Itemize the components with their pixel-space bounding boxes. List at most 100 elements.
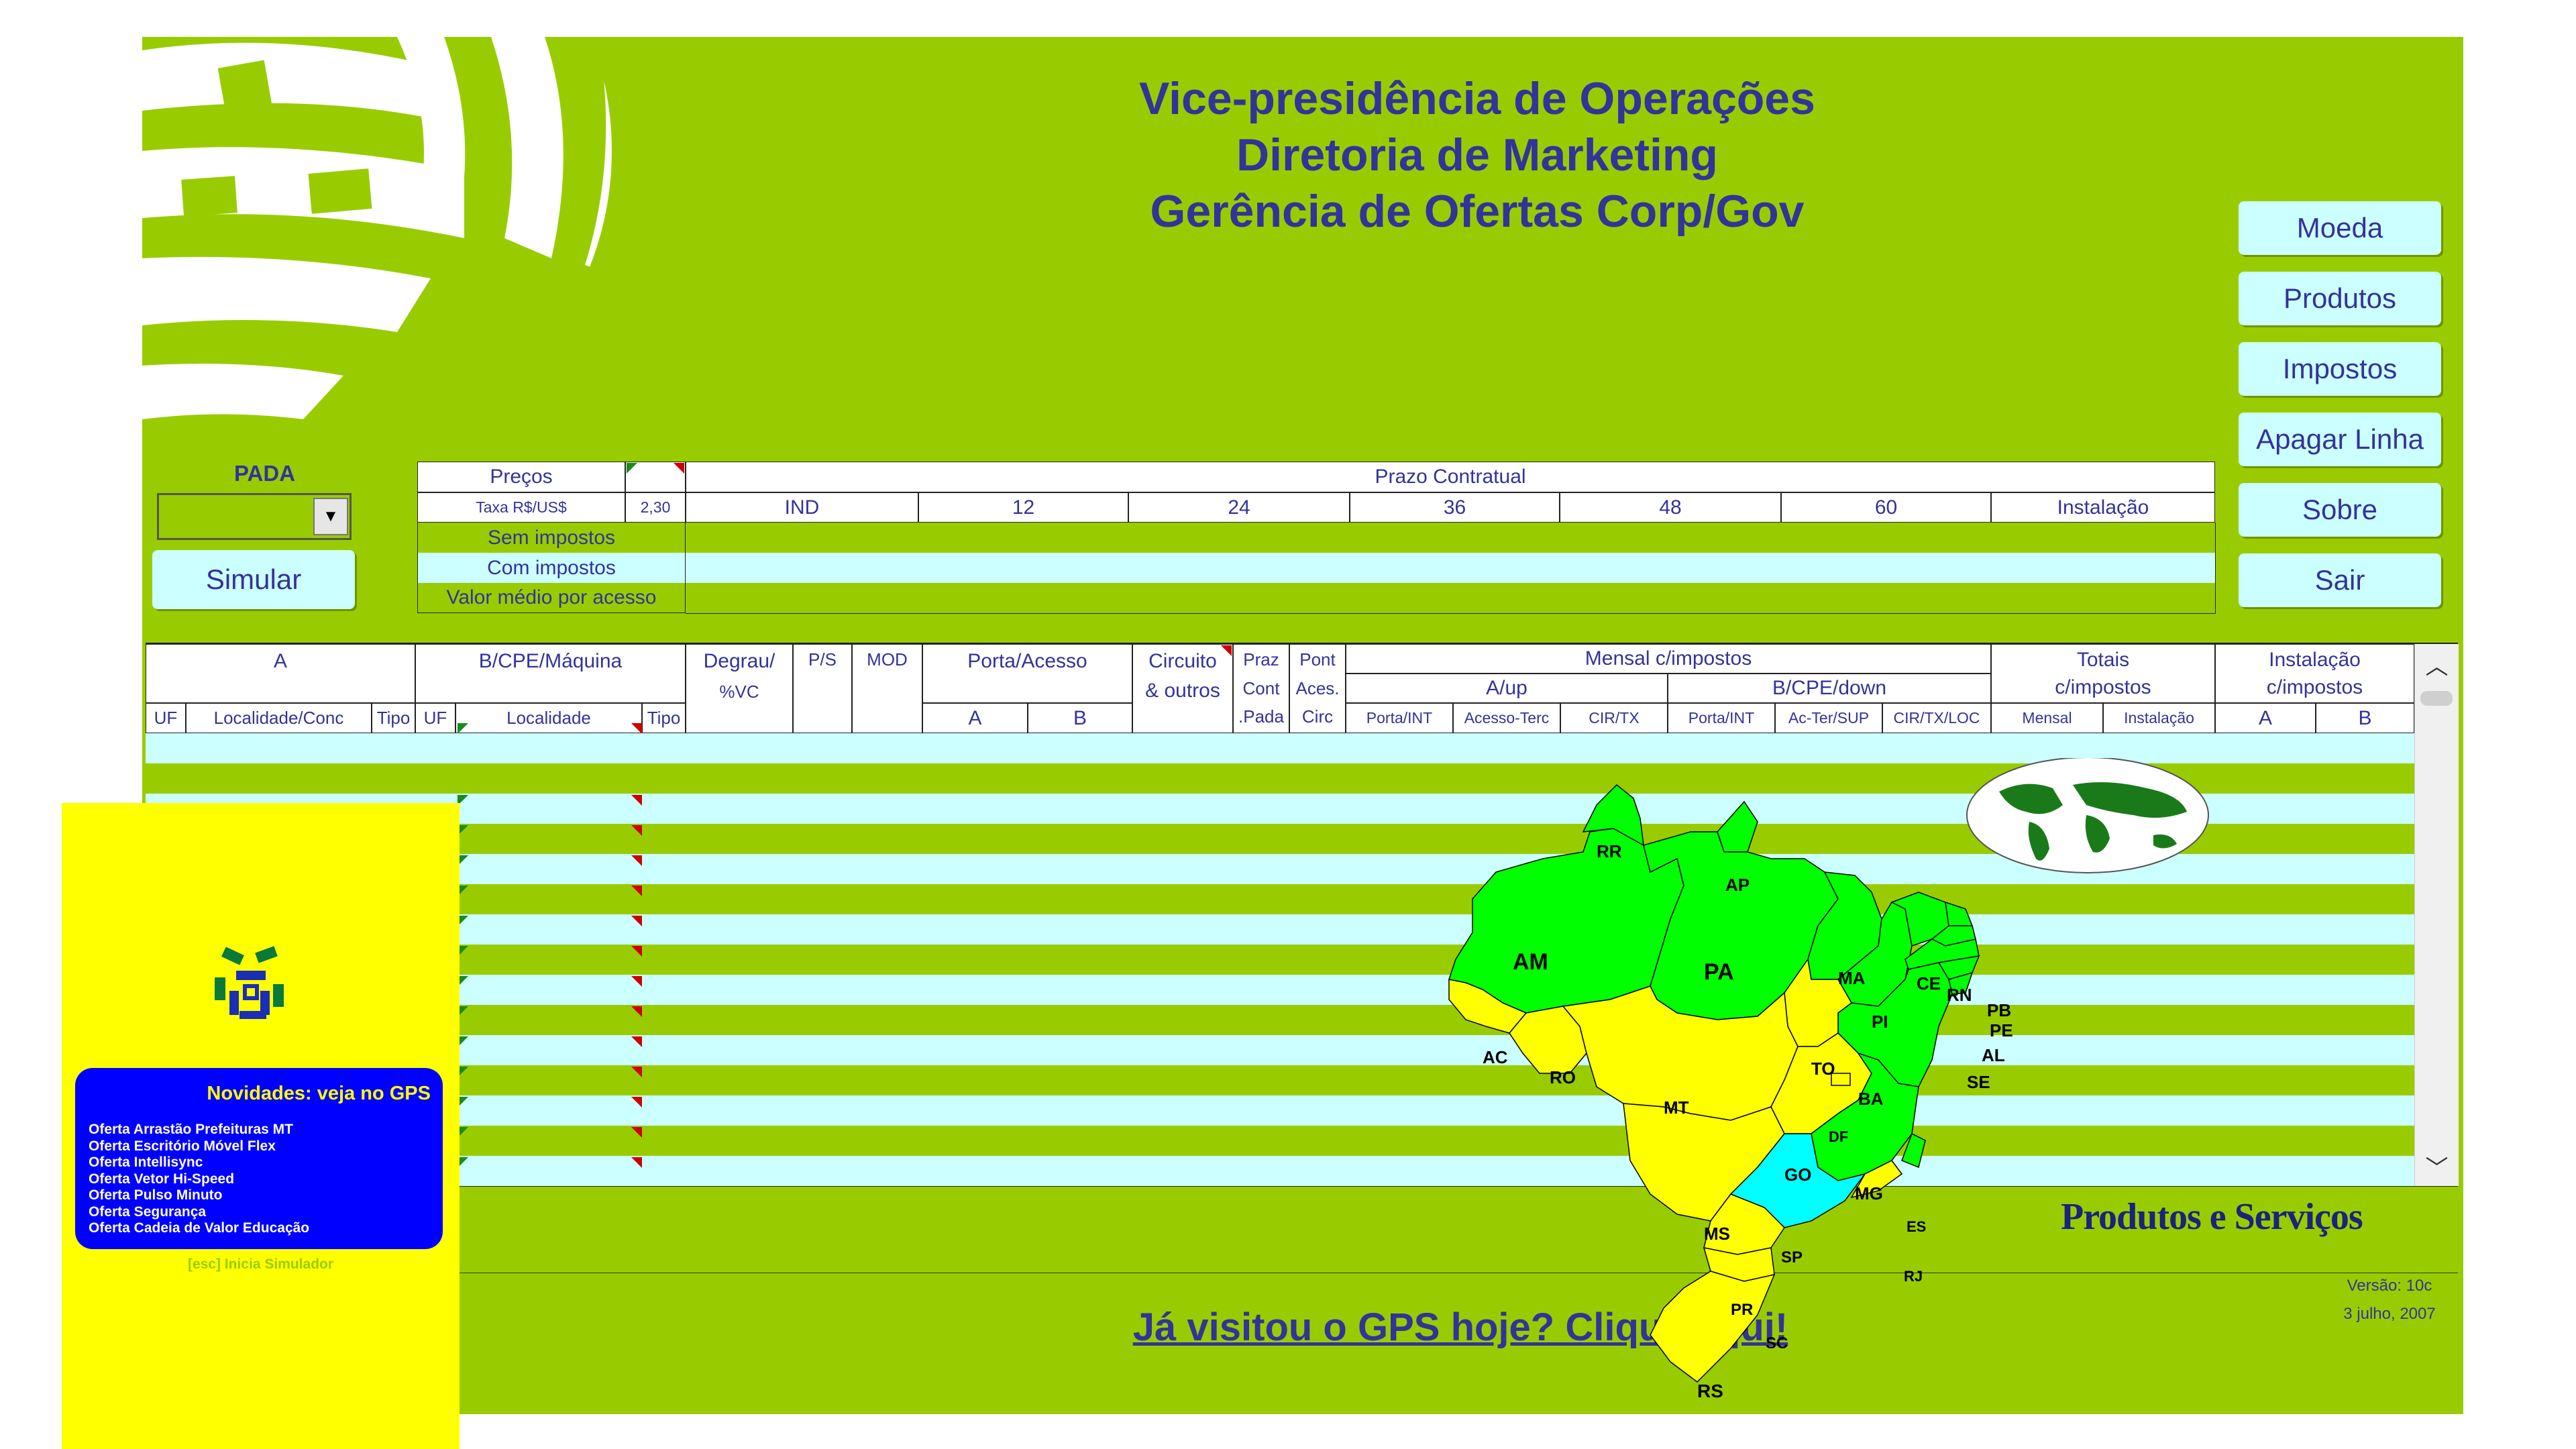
pada-dropdown[interactable]: ▼ (157, 493, 352, 540)
header-degrau: Degrau/ %VC (686, 644, 793, 733)
version-date: 3 julho, 2007 (2343, 1305, 2436, 1323)
produtos-button[interactable]: Produtos (2239, 272, 2441, 325)
table-row[interactable] (146, 1035, 2414, 1065)
svg-text:TO: TO (1811, 1059, 1835, 1079)
header-circuito-line2: & outros (1145, 679, 1220, 702)
header-pont-line2: Aces. (1295, 678, 1340, 698)
news-box: Novidades: veja no GPS Oferta Arrastão P… (75, 1068, 443, 1249)
splash-panel: Novidades: veja no GPS Oferta Arrastão P… (62, 803, 460, 1449)
col-36: 36 (1350, 492, 1560, 523)
green-comment-marker (458, 976, 468, 987)
moeda-button[interactable]: Moeda (2239, 201, 2441, 255)
col-48: 48 (1560, 492, 1781, 523)
red-comment-marker (1221, 645, 1232, 656)
chevron-down-icon[interactable]: ▼ (313, 498, 348, 535)
header-pont-line3: Circ (1301, 706, 1334, 727)
impostos-button[interactable]: Impostos (2239, 342, 2441, 396)
taxa-value[interactable]: 2,30 (625, 492, 686, 523)
red-comment-marker (631, 916, 642, 926)
table-row[interactable] (146, 733, 2414, 763)
green-comment-marker (458, 855, 468, 866)
state-es (1901, 1132, 1926, 1169)
state-rj (1850, 1160, 1903, 1199)
header-pont-line1: Pont (1299, 649, 1336, 669)
globe-logo-icon (142, 37, 612, 419)
sub-tipo-b: Tipo (642, 703, 686, 733)
svg-text:PI: PI (1872, 1012, 1888, 1032)
svg-text:RO: RO (1550, 1067, 1576, 1087)
scroll-down-icon[interactable]: ﹀ (2425, 1155, 2449, 1181)
table-row[interactable] (146, 975, 2414, 1005)
svg-text:PA: PA (1704, 959, 1734, 985)
svg-text:AP: AP (1725, 875, 1750, 895)
state-rn (1945, 901, 1974, 926)
sub-localidade-b: Localidade (455, 703, 642, 733)
green-comment-marker (458, 946, 468, 957)
svg-text:MG: MG (1855, 1183, 1883, 1203)
list-item: Oferta Arrastão Prefeituras MT (89, 1122, 293, 1137)
green-comment-marker (458, 1036, 468, 1047)
sub-tipo-a: Tipo (372, 703, 415, 733)
title-vice-presidencia: Vice-presidência de Operações (1139, 73, 1815, 124)
header-praz-line3: .Pada (1238, 706, 1284, 727)
sub-bdown-porta-int: Porta/INT (1668, 703, 1775, 733)
table-row[interactable] (146, 1156, 2414, 1186)
list-item: Oferta Segurança (89, 1203, 207, 1220)
header-praz-line2: Cont (1242, 678, 1280, 698)
sub-aup-acesso-terc: Acesso-Terc (1453, 703, 1560, 733)
svg-text:SC: SC (1766, 1334, 1788, 1352)
state-df (1831, 1073, 1851, 1086)
red-comment-marker (631, 1097, 642, 1108)
table-row[interactable] (146, 1095, 2414, 1126)
sub-totais-mensal: Mensal (1991, 703, 2103, 733)
table-row[interactable] (146, 914, 2414, 945)
red-comment-marker (674, 463, 684, 474)
header-b-cpe-maquina: B/CPE/Máquina (415, 644, 686, 703)
sub-porta-b: B (1028, 703, 1132, 733)
values-row-sem-impostos[interactable] (686, 523, 2216, 553)
svg-text:AL: AL (1982, 1045, 2005, 1065)
header-degrau-line1: Degrau/ (703, 650, 775, 672)
apagar-linha-button[interactable]: Apagar Linha (2239, 413, 2441, 466)
sub-porta-a: A (922, 703, 1028, 733)
row-com-impostos: Com impostos (417, 553, 686, 583)
green-comment-marker (458, 723, 468, 734)
sub-uf-b: UF (415, 703, 455, 733)
green-comment-marker (458, 1097, 468, 1108)
row-valor-medio: Valor médio por acesso (417, 583, 686, 613)
values-row-com-impostos[interactable] (686, 553, 2216, 583)
svg-text:AC: AC (1483, 1047, 1508, 1067)
header-circuito: Circuito & outros (1132, 644, 1233, 733)
red-comment-marker (631, 885, 642, 896)
green-comment-marker (458, 885, 468, 896)
red-comment-marker (631, 1127, 642, 1138)
green-comment-marker (458, 1127, 468, 1138)
red-comment-marker (631, 795, 642, 806)
svg-text:ES: ES (1907, 1218, 1926, 1235)
svg-text:MT: MT (1664, 1097, 1689, 1118)
header-degrau-line2: %VC (719, 681, 759, 702)
simular-button[interactable]: Simular (152, 550, 355, 609)
produtos-servicos-logo: Produtos e Serviços (2061, 1196, 2363, 1238)
sobre-button[interactable]: Sobre (2239, 483, 2441, 537)
sub-bdown-ac-ter-sup: Ac-Ter/SUP (1775, 703, 1882, 733)
pada-label: PADA (233, 461, 296, 486)
header-totais-line1: Totais (2076, 648, 2130, 671)
col-60: 60 (1781, 492, 1991, 523)
red-comment-marker (631, 946, 642, 957)
version-label: Versão: 10c (2347, 1277, 2432, 1295)
sair-button[interactable]: Sair (2239, 553, 2441, 607)
header-ps: P/S (793, 644, 852, 733)
company-logo-icon (215, 946, 284, 1019)
svg-text:RJ: RJ (1904, 1268, 1923, 1285)
scrollbar-thumb[interactable] (2420, 691, 2453, 706)
header-instal-line2: c/impostos (2266, 676, 2363, 698)
values-row-valor-medio[interactable] (686, 583, 2216, 614)
scroll-up-icon[interactable]: ︿ (2425, 653, 2449, 680)
news-list: Oferta Arrastão Prefeituras MT Oferta Es… (89, 1122, 309, 1237)
prazo-contratual-label: Prazo Contratual (686, 462, 2215, 492)
vertical-scrollbar[interactable]: ︿ ﹀ (2414, 644, 2459, 1186)
row-sem-impostos: Sem impostos (417, 523, 686, 553)
title-gerencia: Gerência de Ofertas Corp/Gov (1150, 186, 1805, 237)
red-comment-marker (631, 723, 642, 734)
